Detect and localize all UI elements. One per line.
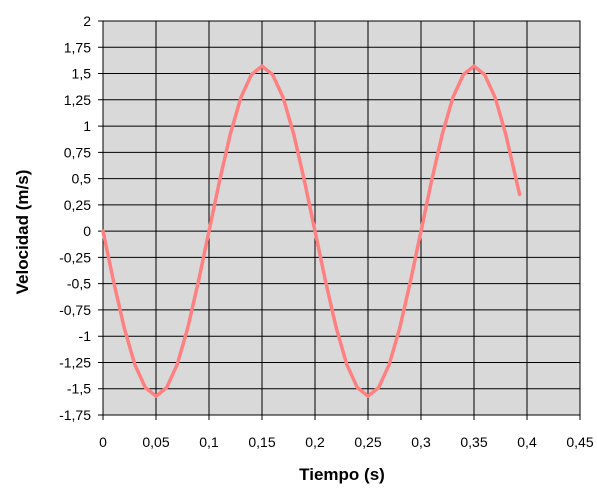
- y-tick-label: -1: [79, 328, 92, 344]
- y-tick-label: 1,5: [72, 66, 92, 82]
- x-axis-label: Tiempo (s): [299, 465, 385, 484]
- x-tick-label: 0,2: [305, 434, 325, 450]
- y-tick-label: 0,25: [64, 197, 91, 213]
- y-tick-label: 1: [83, 118, 91, 134]
- y-tick-label: 0,5: [72, 171, 92, 187]
- x-tick-label: 0,05: [142, 434, 169, 450]
- y-tick-label: -1,25: [59, 354, 91, 370]
- y-tick-label: -0,5: [67, 276, 91, 292]
- y-tick-label: -0,75: [59, 302, 91, 318]
- y-tick-label: -0,25: [59, 249, 91, 265]
- y-axis-label: Velocidad (m/s): [13, 170, 32, 295]
- x-tick-label: 0,25: [354, 434, 381, 450]
- y-tick-label: -1,75: [59, 407, 91, 423]
- y-tick-label: 1,25: [64, 92, 91, 108]
- y-tick-label: 1,75: [64, 39, 91, 55]
- y-tick-label: 0: [83, 223, 91, 239]
- y-tick-label: 0,75: [64, 144, 91, 160]
- x-tick-label: 0,4: [517, 434, 537, 450]
- x-tick-label: 0,45: [566, 434, 593, 450]
- x-tick-label: 0,15: [248, 434, 275, 450]
- y-tick-label: -1,5: [67, 381, 91, 397]
- x-tick-label: 0,3: [411, 434, 431, 450]
- x-tick-label: 0,1: [199, 434, 219, 450]
- y-tick-label: 2: [83, 13, 91, 29]
- plot-area-background: [103, 21, 580, 415]
- x-tick-label: 0,35: [460, 434, 487, 450]
- x-tick-label: 0: [99, 434, 107, 450]
